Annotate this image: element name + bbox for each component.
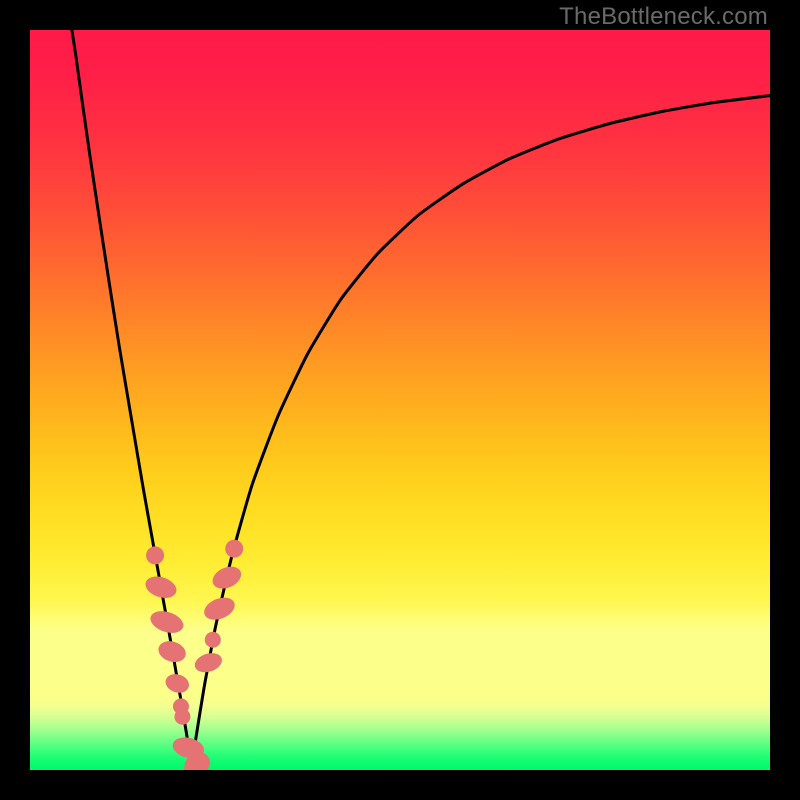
- chart-plot-area: [30, 30, 770, 770]
- data-point-marker: [146, 546, 164, 564]
- watermark-text: TheBottleneck.com: [559, 3, 768, 31]
- frame-border-left: [0, 0, 30, 800]
- chart-svg: [30, 30, 770, 770]
- chart-background-gradient: [30, 30, 770, 770]
- data-point-marker: [174, 709, 190, 725]
- data-point-marker: [205, 632, 221, 648]
- data-point-marker: [225, 540, 243, 558]
- frame-border-right: [770, 0, 800, 800]
- frame-border-bottom: [0, 770, 800, 800]
